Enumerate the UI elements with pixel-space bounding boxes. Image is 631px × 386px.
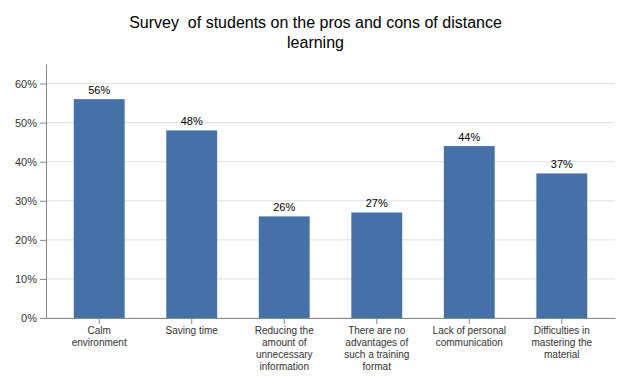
y-tick-mark xyxy=(40,162,46,163)
x-tick-label-line: information xyxy=(260,361,309,372)
title-line: Survey of students on the pros and cons … xyxy=(129,14,502,31)
x-tick-mark xyxy=(99,318,100,324)
x-tick-label: Lack of personalcommunication xyxy=(433,325,506,348)
y-tick-label: 40% xyxy=(15,156,37,168)
x-tick-label: Saving time xyxy=(166,325,219,336)
grid-line xyxy=(46,122,615,123)
x-tick-label-line: unnecessary xyxy=(256,349,313,360)
x-tick-label: Difficulties inmastering thematerial xyxy=(532,325,593,360)
x-tick-label-line: amount of xyxy=(262,337,307,348)
x-tick-label-line: advantages of xyxy=(345,337,408,348)
data-label: 27% xyxy=(366,197,388,209)
x-axis-line xyxy=(47,318,616,319)
y-tick-label: 30% xyxy=(15,195,37,207)
y-tick-mark xyxy=(40,279,46,280)
x-tick-mark xyxy=(191,318,192,324)
y-tick: 30% xyxy=(15,195,46,207)
bars xyxy=(74,99,587,318)
grid-line xyxy=(46,318,615,319)
data-label: 44% xyxy=(458,131,480,143)
y-tick-label: 50% xyxy=(15,117,37,129)
y-tick: 40% xyxy=(15,156,46,168)
y-tick-mark xyxy=(40,123,46,124)
x-tick-label-line: There are no xyxy=(348,325,406,336)
x-tick-label-line: such a training xyxy=(344,349,409,360)
grid xyxy=(46,84,615,318)
x-tick-label-line: Reducing the xyxy=(255,325,314,336)
y-tick: 60% xyxy=(15,78,46,90)
data-label: 26% xyxy=(273,201,295,213)
y-tick-mark xyxy=(40,84,46,85)
data-labels: 56% 48% 26% 27% 44% 37% xyxy=(88,84,573,213)
bar xyxy=(74,99,125,318)
bar xyxy=(351,212,402,318)
x-tick-label: Reducing theamount ofunnecessaryinformat… xyxy=(255,325,314,372)
y-tick: 20% xyxy=(15,234,46,246)
x-tick-mark xyxy=(376,318,377,324)
y-tick-label: 20% xyxy=(15,234,37,246)
data-label: 48% xyxy=(181,115,203,127)
x-tick-label-line: material xyxy=(544,349,580,360)
title-line: learning xyxy=(287,34,344,51)
y-tick-label: 60% xyxy=(15,78,37,90)
bar xyxy=(259,216,310,318)
grid-line xyxy=(46,161,615,162)
x-tick-mark xyxy=(284,318,285,324)
x-tick: There are noadvantages ofsuch a training… xyxy=(344,318,409,372)
x-tick: Calmenvironment xyxy=(72,318,127,348)
x-tick-label: There are noadvantages ofsuch a training… xyxy=(344,325,409,372)
y-tick: 10% xyxy=(15,273,46,285)
x-tick: Difficulties inmastering thematerial xyxy=(532,318,593,360)
chart: Survey of students on the pros and cons … xyxy=(0,0,631,386)
y-axis-line xyxy=(46,65,47,319)
x-tick-label-line: Saving time xyxy=(166,325,219,336)
y-tick-label: 10% xyxy=(15,273,37,285)
x-tick-label-line: Calm xyxy=(88,325,111,336)
data-label: 37% xyxy=(551,158,573,170)
grid-line xyxy=(46,83,615,84)
title: Survey of students on the pros and cons … xyxy=(129,14,502,50)
x-tick: Saving time xyxy=(166,318,219,336)
x-tick: Reducing theamount ofunnecessaryinformat… xyxy=(255,318,314,372)
grid-line xyxy=(46,278,615,279)
x-axis: Calmenvironment Saving time Reducing theam… xyxy=(47,318,616,372)
x-tick-mark xyxy=(561,318,562,324)
plot: 0% 10% 20% 30% 40% 50% 60% Calmenvironment Savin… xyxy=(15,65,616,373)
y-tick: 50% xyxy=(15,117,46,129)
y-tick-label: 0% xyxy=(21,312,37,324)
bar xyxy=(166,130,217,318)
grid-line xyxy=(46,239,615,240)
x-tick-label-line: Lack of personal xyxy=(433,325,506,336)
x-tick-label-line: environment xyxy=(72,337,127,348)
y-tick-mark xyxy=(40,240,46,241)
data-label: 56% xyxy=(88,84,110,96)
y-tick-mark xyxy=(40,201,46,202)
x-tick-label-line: Difficulties in xyxy=(534,325,590,336)
y-tick: 0% xyxy=(21,312,46,324)
y-tick-mark xyxy=(40,318,46,319)
bar xyxy=(536,173,587,318)
x-tick-label-line: format xyxy=(363,361,392,372)
grid-line xyxy=(46,200,615,201)
x-tick-label-line: mastering the xyxy=(532,337,593,348)
bar xyxy=(444,146,495,318)
x-tick: Lack of personalcommunication xyxy=(433,318,506,348)
x-tick-mark xyxy=(469,318,470,324)
y-axis: 0% 10% 20% 30% 40% 50% 60% xyxy=(15,65,47,325)
x-tick-label-line: communication xyxy=(436,337,503,348)
x-tick-label: Calmenvironment xyxy=(72,325,127,348)
